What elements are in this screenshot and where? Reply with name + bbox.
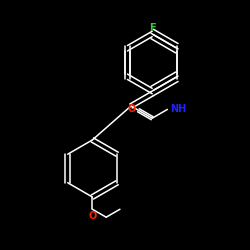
Text: F: F (149, 24, 156, 34)
Text: NH: NH (170, 104, 186, 114)
Text: O: O (88, 210, 96, 220)
Text: O: O (128, 104, 136, 114)
